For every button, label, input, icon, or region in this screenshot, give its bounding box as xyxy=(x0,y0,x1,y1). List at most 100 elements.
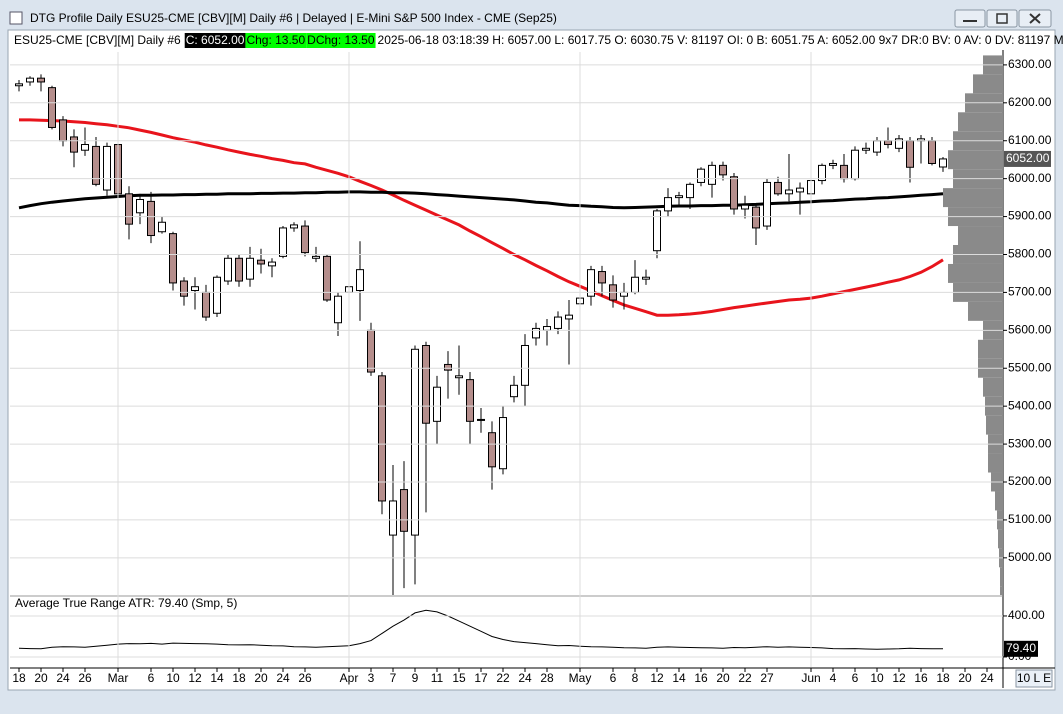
maximize-icon xyxy=(996,13,1008,24)
volume-profile-bar xyxy=(1000,567,1003,587)
x-tick-label: 9 xyxy=(412,671,419,685)
symbol-info: ESU25-CME [CBV][M] Daily #6 xyxy=(14,33,181,47)
candle-body xyxy=(158,221,166,233)
candle-body xyxy=(433,386,441,422)
x-tick-label: 24 xyxy=(980,671,994,685)
x-tick-label: 18 xyxy=(12,671,26,685)
x-tick-label: 6 xyxy=(148,671,155,685)
x-tick-label: Jun xyxy=(801,671,820,685)
status-text: 10 L E xyxy=(1017,671,1051,685)
candle-body xyxy=(103,145,111,191)
candle-body xyxy=(70,136,78,153)
y-tick-label: 5000.00 xyxy=(1008,550,1052,564)
candle-body xyxy=(92,145,100,185)
candle-body xyxy=(620,291,628,297)
candle-body xyxy=(631,276,639,293)
last-price-label: 6052.00 xyxy=(1006,151,1050,165)
candle-body xyxy=(906,140,914,168)
candle-body xyxy=(862,147,870,151)
x-tick-label: 10 xyxy=(166,671,180,685)
x-tick-label: 18 xyxy=(232,671,246,685)
candle-body xyxy=(191,286,199,292)
volume-profile-bar xyxy=(978,339,1003,359)
candle-body xyxy=(653,210,661,252)
volume-profile-bar xyxy=(948,150,1003,170)
x-tick-label: 26 xyxy=(78,671,92,685)
last-price-box xyxy=(1004,150,1051,167)
window-buttons[interactable] xyxy=(954,9,1052,28)
candle-body xyxy=(785,189,793,195)
candle-body xyxy=(763,181,771,227)
candle-body xyxy=(598,271,606,284)
x-tick-label: 20 xyxy=(254,671,268,685)
candle-body xyxy=(444,363,452,371)
candle-body xyxy=(202,291,210,318)
x-tick-label: 12 xyxy=(650,671,664,685)
x-tick-label: 18 xyxy=(936,671,950,685)
x-tick-label: 26 xyxy=(298,671,312,685)
candle-body xyxy=(477,418,485,421)
candle-body xyxy=(37,77,45,83)
candle-body xyxy=(422,344,430,424)
axes: 18 20 24 26 Mar 6 10 12 14 18 20 24 26 Apr 3 7 9 11 15 17 22… xyxy=(10,52,1052,685)
x-tick-label: 22 xyxy=(496,671,510,685)
details-info: 2025-06-18 03:18:39 H: 6057.00 L: 6017.7… xyxy=(378,33,1063,47)
last-atr-label: 79.40 xyxy=(1006,641,1036,655)
candle-body xyxy=(356,269,364,292)
candle-body xyxy=(730,176,738,210)
candle-body xyxy=(554,316,562,329)
candle-body xyxy=(15,83,23,87)
candle-body xyxy=(147,200,155,237)
candle-body xyxy=(521,344,529,386)
candle-body xyxy=(499,417,507,470)
candle-body xyxy=(928,140,936,164)
status-box[interactable] xyxy=(1015,669,1053,688)
x-tick-label: 22 xyxy=(738,671,752,685)
y-tick-label: 6000.00 xyxy=(1008,171,1052,185)
candle-body xyxy=(686,183,694,199)
x-tick-label: 3 xyxy=(368,671,375,685)
candle-body xyxy=(136,199,144,214)
candle-body xyxy=(455,375,463,379)
x-tick-label: 12 xyxy=(892,671,906,685)
candle-body xyxy=(774,181,782,195)
candle-body xyxy=(851,149,859,180)
close-box xyxy=(184,33,246,48)
candle-body xyxy=(180,280,188,297)
candle-body xyxy=(59,119,67,142)
candle-body xyxy=(224,257,232,282)
candle-body xyxy=(642,276,650,280)
candle-body xyxy=(378,375,386,502)
maximize-button[interactable] xyxy=(986,9,1018,28)
chart-window xyxy=(7,29,1056,691)
x-tick-label: 17 xyxy=(474,671,488,685)
volume-profile-bar xyxy=(948,263,1003,283)
x-tick-label: 16 xyxy=(914,671,928,685)
x-tick-label: 7 xyxy=(390,671,397,685)
x-tick-label: 24 xyxy=(518,671,532,685)
x-tick-label: 10 xyxy=(870,671,884,685)
volume-profile-bar xyxy=(968,301,1003,321)
candle-body xyxy=(675,195,683,199)
x-tick-label: 28 xyxy=(540,671,554,685)
volume-profile-bar xyxy=(998,529,1003,549)
candle-body xyxy=(257,259,265,265)
candle-body xyxy=(796,187,804,193)
x-tick-label: 8 xyxy=(632,671,639,685)
y-tick-label: 5700.00 xyxy=(1008,285,1052,299)
y-tick-label: 5800.00 xyxy=(1008,247,1052,261)
candle-body xyxy=(664,197,672,212)
x-tick-label: 14 xyxy=(210,671,224,685)
y-tick-label: 5900.00 xyxy=(1008,209,1052,223)
moving-average-line xyxy=(19,118,944,317)
y-tick-label: 400.00 xyxy=(1008,608,1045,622)
y-tick-label: 5500.00 xyxy=(1008,360,1052,374)
close-icon xyxy=(1029,13,1041,24)
volume-profile-bar xyxy=(1000,586,1003,595)
candle-body xyxy=(510,384,518,398)
x-tick-label: 6 xyxy=(852,671,859,685)
candle-body xyxy=(708,164,716,185)
y-tick-label: 5200.00 xyxy=(1008,474,1052,488)
minimize-button[interactable] xyxy=(954,9,986,28)
candle-body xyxy=(840,164,848,180)
